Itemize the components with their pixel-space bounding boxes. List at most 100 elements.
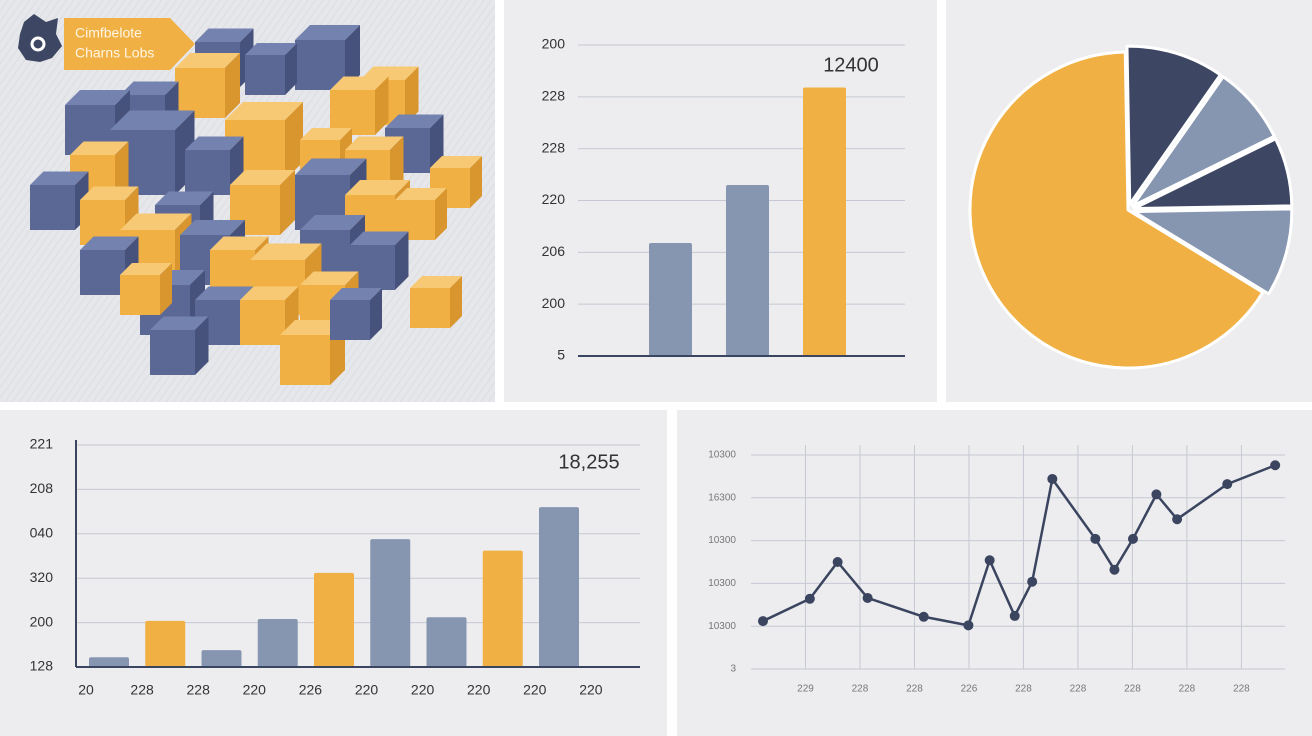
x-tick-label: 228 (1124, 684, 1141, 695)
cube-front (330, 300, 370, 340)
cube-top (110, 110, 195, 130)
x-tick-label: 228 (1179, 684, 1196, 695)
cube-top (65, 90, 130, 105)
cube-side (225, 53, 240, 118)
cube-top (245, 43, 297, 55)
y-tick-label: 200 (542, 36, 566, 52)
point (1090, 533, 1101, 544)
cube-side (285, 43, 297, 95)
bar (726, 184, 769, 356)
y-tick-label: 228 (542, 139, 566, 155)
point (862, 592, 873, 603)
cube-top (295, 158, 367, 175)
cube-front (185, 150, 230, 195)
cube-top (120, 81, 179, 95)
y-tick-label: 10300 (708, 535, 736, 546)
cube-top (120, 213, 192, 230)
cube-front (295, 40, 345, 90)
x-tick-label: 226 (299, 682, 323, 698)
bar (370, 539, 411, 667)
x-tick-label: 226 (961, 684, 978, 695)
point (984, 555, 995, 566)
bar (539, 507, 579, 667)
cube-side (450, 276, 462, 328)
x-tick-label: 20 (78, 682, 94, 698)
y-tick-label: 16300 (708, 492, 736, 503)
cube-top (210, 236, 269, 250)
x-tick-label: 228 (130, 682, 154, 698)
bar (482, 550, 523, 667)
cube-side (115, 141, 129, 200)
cube-side (435, 188, 447, 240)
x-tick-label: 220 (243, 682, 267, 698)
cube-front (120, 275, 160, 315)
badge-tag (64, 18, 195, 70)
bar (803, 87, 846, 357)
bar (257, 619, 298, 667)
y-tick-label: 040 (30, 525, 54, 541)
cube-top (300, 215, 365, 230)
bar (649, 243, 692, 356)
point (832, 557, 843, 567)
cube-top (225, 102, 303, 120)
cube-side (345, 25, 360, 90)
x-tick-label: 228 (1015, 684, 1032, 695)
point (1009, 610, 1020, 621)
y-tick-label: 10300 (708, 450, 736, 461)
cube-front (240, 300, 285, 345)
cube-top (175, 53, 240, 68)
y-tick-label: 200 (542, 295, 566, 311)
cube-top (350, 231, 409, 245)
cube-top (345, 180, 410, 195)
cube-top (80, 186, 139, 200)
point (1047, 473, 1058, 484)
x-tick-label: 228 (1233, 684, 1250, 695)
x-tick-label: 220 (579, 682, 603, 698)
y-tick-label: 5 (557, 347, 565, 363)
cube-side (160, 263, 172, 315)
bar (89, 657, 129, 667)
cube-side (370, 288, 382, 340)
badge-text: Charns Lobs (75, 45, 154, 61)
y-tick-label: 221 (30, 436, 54, 452)
cube-top (30, 171, 89, 185)
point (1222, 479, 1233, 490)
point (963, 620, 974, 631)
point (757, 616, 768, 627)
cube-top (330, 76, 389, 90)
cube-top (150, 316, 209, 330)
cube-top (395, 188, 447, 200)
badge-glyph (30, 36, 46, 52)
point (1151, 489, 1162, 500)
badge: Cimfbelote Charns Lobs (18, 14, 195, 70)
cube-front (245, 55, 285, 95)
cube-front (30, 185, 75, 230)
cube-cluster (30, 25, 482, 385)
cube-top (195, 28, 254, 42)
x-tick-label: 220 (411, 682, 435, 698)
cube-top (230, 170, 295, 185)
cube-front (80, 250, 125, 295)
y-tick-label: 228 (542, 88, 566, 104)
cube-front (410, 288, 450, 328)
y-tick-label: 220 (542, 191, 566, 207)
cube-side (470, 156, 482, 208)
point (1172, 514, 1183, 525)
cube-side (405, 66, 419, 125)
point (1270, 460, 1281, 471)
cube-front (150, 330, 195, 375)
cube-top (345, 136, 404, 150)
x-tick-label: 228 (852, 684, 869, 695)
cube-top (330, 288, 382, 300)
point (1109, 564, 1120, 575)
cube-top (250, 243, 322, 260)
cube-top (195, 286, 254, 300)
x-tick-label: 220 (355, 682, 379, 698)
y-tick-label: 320 (30, 569, 54, 585)
pie-slice (1131, 75, 1276, 208)
y-tick-label: 206 (542, 243, 566, 259)
cube-top (385, 114, 444, 128)
cube-top (240, 286, 299, 300)
y-tick-label: 200 (30, 613, 54, 629)
